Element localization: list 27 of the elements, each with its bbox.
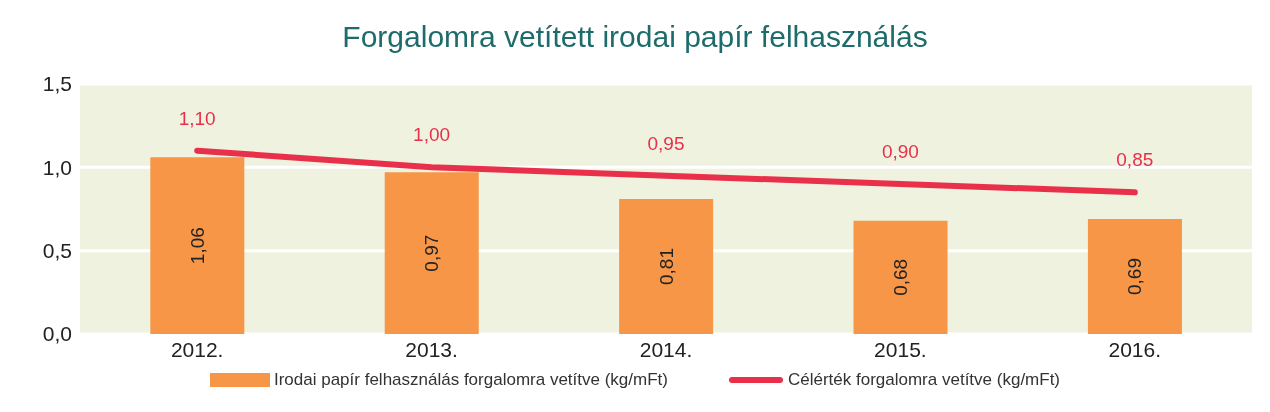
data-label: 0,97 [421, 234, 443, 272]
data-label: 0,85 [1116, 149, 1154, 171]
chart-title: Forgalomra vetített irodai papír felhasználás [341, 19, 929, 55]
y-tick-label: 0,0 [42, 322, 72, 346]
y-tick-label: 1,0 [42, 155, 72, 179]
data-label: 0,81 [655, 248, 677, 285]
x-tick-label: 2016. [1108, 337, 1162, 361]
bar [384, 172, 479, 334]
y-tick-label: 1,5 [42, 72, 72, 96]
bar [619, 199, 714, 334]
legend-label: Célérték forgalomra vetítve (kg/mFt) [786, 370, 1061, 390]
bar [1087, 219, 1182, 334]
data-label: 0,95 [647, 132, 685, 154]
bar [150, 157, 245, 334]
data-label: 1,10 [178, 107, 216, 129]
x-tick-label: 2015. [874, 337, 927, 361]
data-label: 0,90 [881, 141, 919, 162]
x-tick-label: 2014. [639, 337, 693, 361]
x-tick-label: 2012. [170, 337, 224, 361]
legend-label: Irodai papír felhasználás forgalomra vetítve (kg/mFt) [272, 370, 668, 390]
data-label: 1,06 [186, 227, 208, 265]
data-label: 0,68 [890, 258, 912, 296]
data-label: 0,69 [1124, 258, 1146, 295]
x-tick-label: 2013. [405, 337, 458, 361]
data-label: 1,00 [413, 124, 451, 146]
y-tick-label: 0,5 [42, 239, 72, 263]
bar [853, 220, 948, 334]
